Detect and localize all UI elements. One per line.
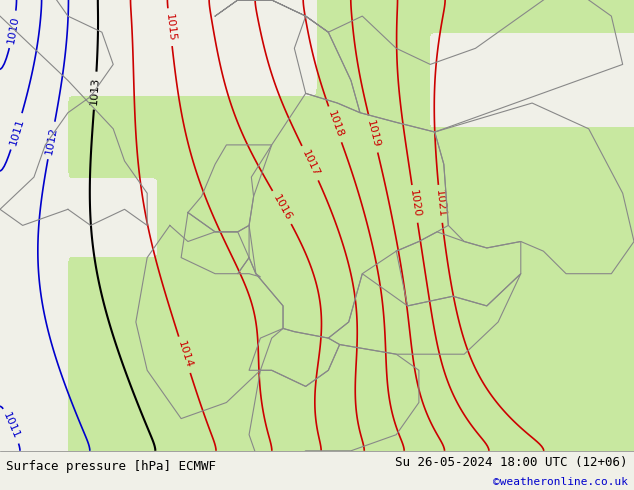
Text: 1011: 1011: [1, 411, 22, 441]
Text: 1015: 1015: [164, 13, 176, 42]
Text: 1019: 1019: [365, 119, 382, 149]
Text: 1021: 1021: [434, 189, 446, 219]
Text: 1020: 1020: [408, 189, 422, 219]
Text: 1017: 1017: [300, 148, 321, 178]
Text: Su 26-05-2024 18:00 UTC (12+06): Su 26-05-2024 18:00 UTC (12+06): [395, 456, 628, 469]
Text: 1013: 1013: [89, 76, 101, 105]
Text: 1010: 1010: [6, 15, 20, 44]
Text: 1012: 1012: [44, 126, 59, 155]
Text: 1018: 1018: [325, 109, 344, 139]
Text: 1014: 1014: [176, 340, 193, 369]
Text: Surface pressure [hPa] ECMWF: Surface pressure [hPa] ECMWF: [6, 460, 216, 473]
Text: 1016: 1016: [271, 193, 294, 222]
Text: 1011: 1011: [8, 117, 25, 146]
Text: ©weatheronline.co.uk: ©weatheronline.co.uk: [493, 477, 628, 487]
